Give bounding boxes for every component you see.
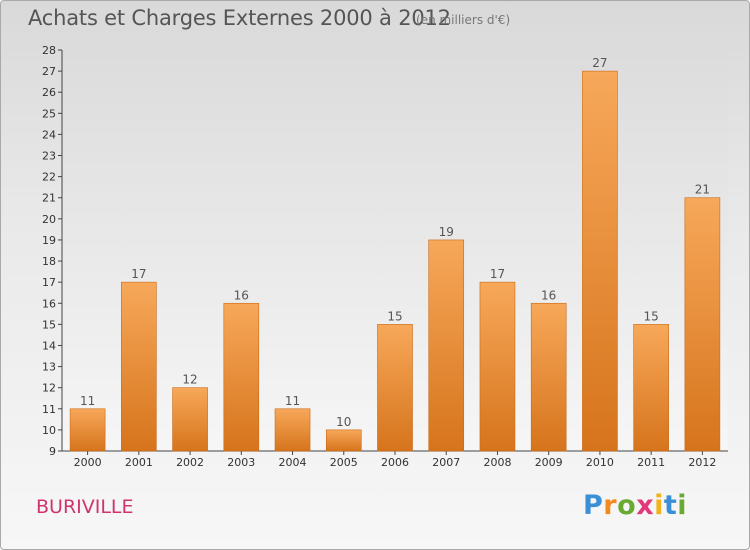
y-tick-label: 26: [42, 86, 56, 99]
y-tick-label: 18: [42, 255, 56, 268]
x-tick-label: 2008: [483, 456, 511, 469]
bar-value-label: 19: [439, 225, 454, 239]
logo-letter: x: [636, 490, 655, 521]
y-tick-label: 10: [42, 424, 56, 437]
y-tick-label: 16: [42, 297, 56, 310]
y-tick-label: 28: [42, 44, 56, 57]
x-tick-label: 2011: [637, 456, 665, 469]
bar-value-label: 15: [644, 309, 659, 323]
x-tick-label: 2003: [227, 456, 255, 469]
bar-value-label: 10: [336, 415, 351, 429]
x-tick-label: 2010: [586, 456, 614, 469]
bar: [274, 408, 311, 452]
bar-value-label: 21: [695, 183, 710, 197]
bar-value-label: 16: [541, 288, 556, 302]
bar: [428, 239, 465, 452]
x-tick-label: 2004: [279, 456, 307, 469]
bar: [684, 197, 721, 452]
bar-value-label: 11: [285, 394, 300, 408]
y-tick-label: 15: [42, 318, 56, 331]
bar: [325, 429, 362, 452]
bar: [530, 302, 567, 452]
y-tick-label: 9: [49, 445, 56, 458]
bar-value-label: 11: [80, 394, 95, 408]
x-tick-label: 2000: [74, 456, 102, 469]
y-tick-label: 17: [42, 276, 56, 289]
bar-value-label: 15: [387, 309, 402, 323]
bar-value-label: 16: [234, 288, 249, 302]
y-tick-label: 22: [42, 171, 56, 184]
y-tick-label: 21: [42, 192, 56, 205]
y-tick-label: 11: [42, 403, 56, 416]
x-tick-label: 2009: [535, 456, 563, 469]
x-tick-label: 2002: [176, 456, 204, 469]
bar: [223, 302, 260, 452]
bar-value-label: 17: [131, 267, 146, 281]
y-tick-label: 14: [42, 339, 56, 352]
bar: [121, 281, 157, 452]
chart-unit: (en milliers d'€): [416, 13, 511, 27]
y-tick-label: 19: [42, 234, 56, 247]
x-tick-label: 2007: [432, 456, 460, 469]
bar: [172, 387, 208, 452]
bar-value-label: 27: [592, 56, 607, 70]
y-tick-label: 24: [42, 128, 56, 141]
chart-title: Achats et Charges Externes 2000 à 2012: [28, 6, 451, 30]
bar: [377, 324, 413, 452]
commune-name: BURIVILLE: [36, 496, 134, 518]
bar-value-label: 17: [490, 267, 505, 281]
logo-letter: t: [663, 490, 678, 521]
bars-group: 11 17 12 16 11 10 15 19 17 16 27 15 21: [69, 56, 721, 452]
y-tick-label: 27: [42, 65, 56, 78]
y-tick-label: 20: [42, 213, 56, 226]
x-tick-label: 2005: [330, 456, 358, 469]
logo-letter: i: [654, 490, 664, 521]
bar: [633, 324, 669, 452]
logo-letter: P: [583, 490, 604, 521]
logo-letter: o: [617, 490, 637, 521]
y-tick-label: 25: [42, 107, 56, 120]
y-tick-label: 23: [42, 150, 56, 163]
x-tick-label: 2012: [688, 456, 716, 469]
y-tick-label: 13: [42, 361, 56, 374]
y-axis: 9 10 11 12 13 14 15 16 17 18 19 20 21 22 23 24 25 26 27 28: [42, 44, 63, 458]
bar: [582, 70, 618, 452]
y-tick-label: 12: [42, 382, 56, 395]
bar: [69, 408, 106, 452]
bar: [479, 281, 516, 452]
proxiti-logo: Proxiti: [583, 490, 687, 521]
bar-value-label: 12: [182, 373, 197, 387]
logo-letter: i: [677, 490, 688, 521]
x-tick-label: 2006: [381, 456, 409, 469]
x-tick-label: 2001: [125, 456, 153, 469]
logo-letter: r: [603, 490, 618, 521]
x-axis: 2000 2001 2002 2003 2004 2005 2006 2007 2008 2009…: [62, 450, 728, 469]
